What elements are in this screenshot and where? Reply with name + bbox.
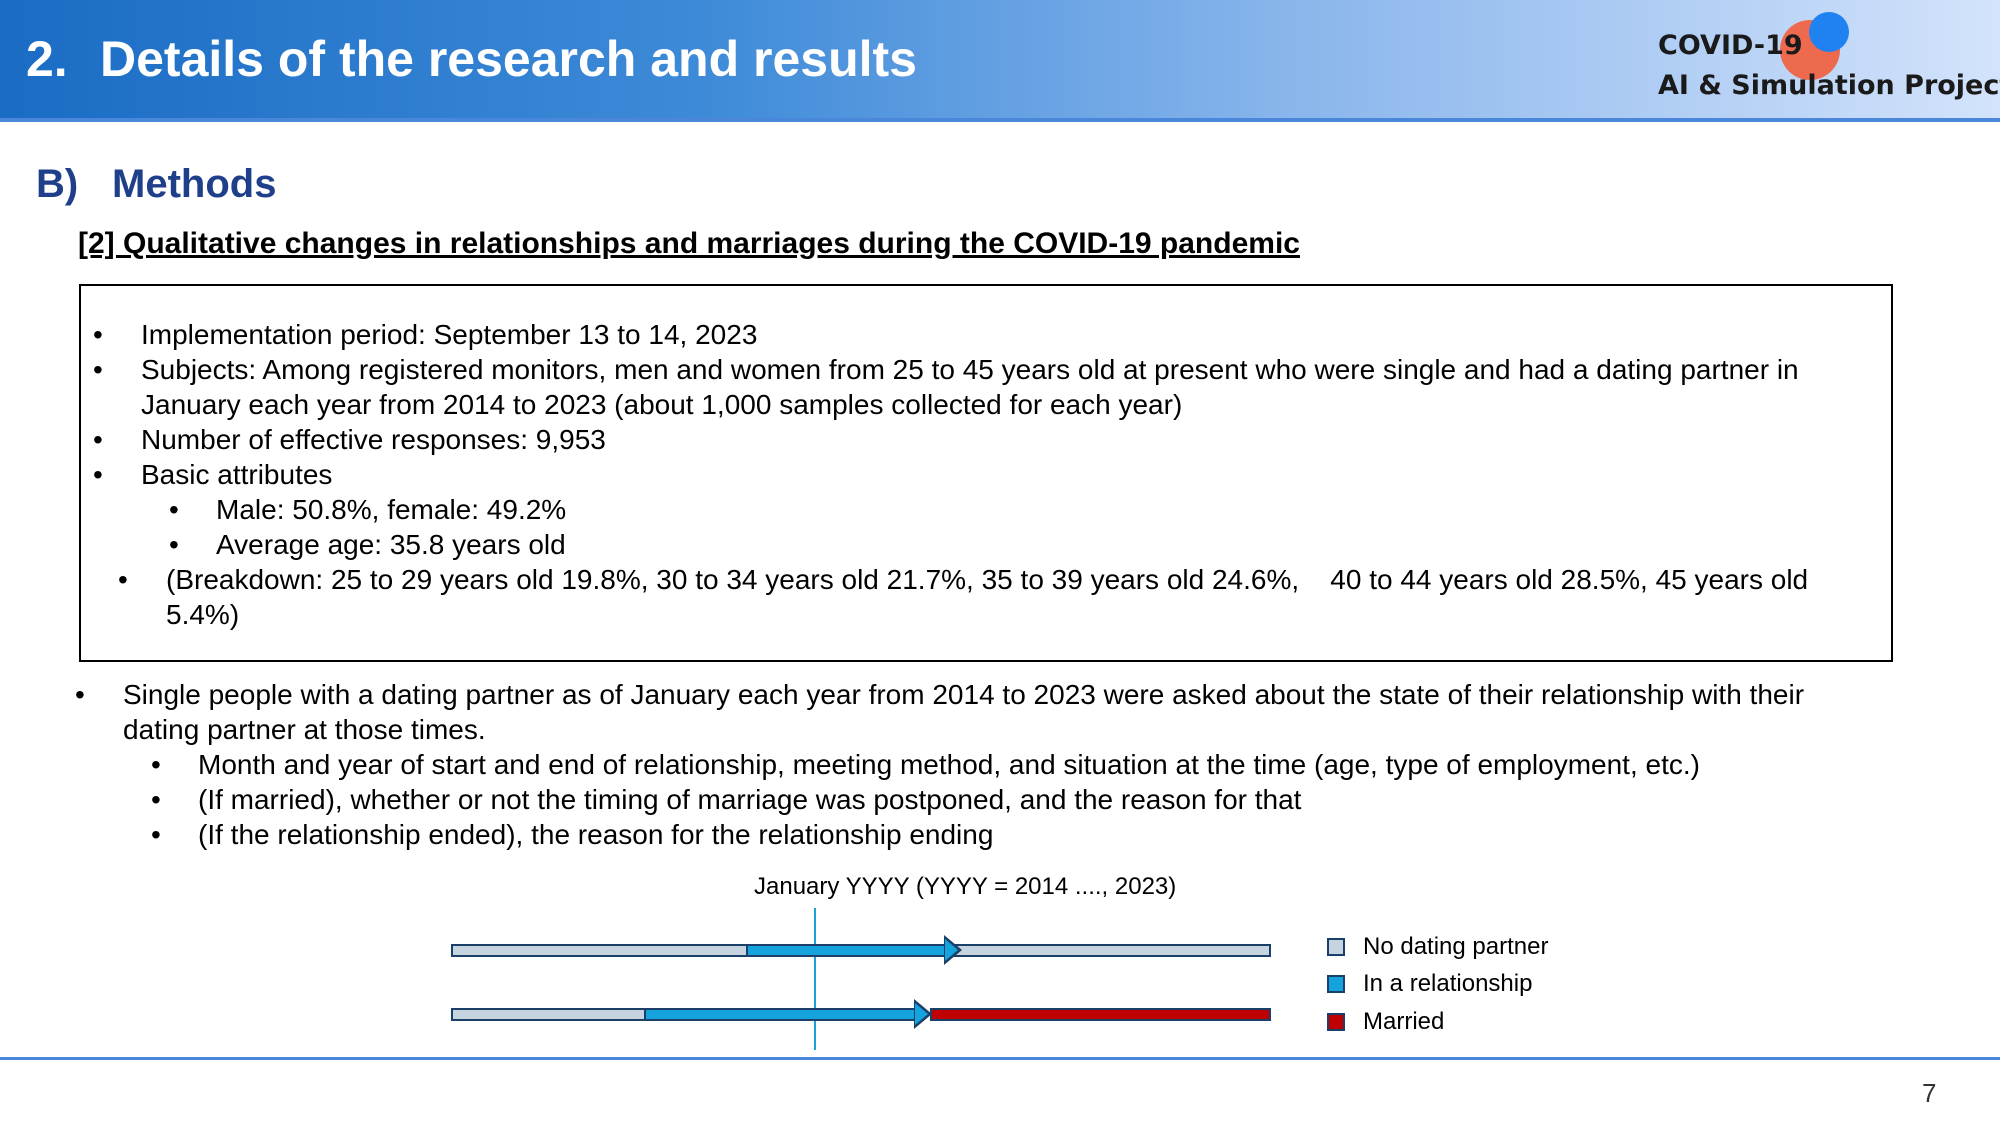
january-label: January YYYY (YYYY = 2014 ...., 2023) <box>754 873 1177 900</box>
legend-swatch-relationship <box>1327 975 1345 993</box>
bullet-dot: • <box>151 749 161 780</box>
legend-label-no-partner: No dating partner <box>1363 933 1549 960</box>
logo-line-2: AI & Simulation Project <box>1658 70 2000 101</box>
bullet-dot: • <box>93 354 103 385</box>
slide-title-text: Details of the research and results <box>100 31 917 87</box>
timeline-row-2-arrowhead-fill <box>915 1003 928 1025</box>
subtitle: [2] Qualitative changes in relationships… <box>78 227 1300 260</box>
legend-swatch-no-partner <box>1327 938 1345 956</box>
section-title: Methods <box>112 162 277 206</box>
bullet-dot: • <box>93 424 103 455</box>
box-line-5: Basic attributes <box>141 459 333 490</box>
box-line-6: Male: 50.8%, female: 49.2% <box>216 494 567 525</box>
bullet-dot: • <box>169 529 179 560</box>
box-line-1: Implementation period: September 13 to 1… <box>141 319 758 350</box>
slide-number: 2. <box>26 31 68 87</box>
body-line-4: (If married), whether or not the timing … <box>198 784 1302 815</box>
box-line-9: 5.4%) <box>166 599 240 630</box>
bullet-dot: • <box>169 494 179 525</box>
slide-title: 2. Details of the research and results <box>26 30 917 88</box>
bullet-dot: • <box>93 459 103 490</box>
box-line-2: Subjects: Among registered monitors, men… <box>141 354 1799 385</box>
timeline-row-2-married <box>930 1008 1271 1021</box>
section-heading: B) Methods <box>36 162 276 207</box>
legend-label-relationship: In a relationship <box>1363 970 1533 997</box>
bullet-dot: • <box>151 819 161 850</box>
legend-label-married: Married <box>1363 1008 1445 1035</box>
survey-details-box <box>79 284 1893 662</box>
bullet-dot: • <box>93 319 103 350</box>
body-line-2: dating partner at those times. <box>123 714 486 745</box>
bullet-dot: • <box>118 564 128 595</box>
timeline-row-2-no-partner <box>451 1008 646 1021</box>
timeline-row-1-relationship <box>746 944 948 957</box>
bullet-dot: • <box>75 679 85 710</box>
timeline-row-1-arrowhead-fill <box>945 939 958 961</box>
legend-swatch-married <box>1327 1013 1345 1031</box>
header-banner: 2. Details of the research and results CO… <box>0 0 2000 118</box>
body-line-1: Single people with a dating partner as o… <box>123 679 1805 710</box>
box-line-3: January each year from 2014 to 2023 (abo… <box>141 389 1183 420</box>
footer-divider <box>0 1057 2000 1060</box>
box-line-8: (Breakdown: 25 to 29 years old 19.8%, 30… <box>166 564 1809 595</box>
logo-line-1: COVID-19 <box>1658 30 1803 61</box>
logo-blue-circle <box>1809 12 1849 52</box>
box-line-4: Number of effective responses: 9,953 <box>141 424 606 455</box>
bullet-dot: • <box>151 784 161 815</box>
january-marker-line <box>814 908 816 1050</box>
section-letter: B) <box>36 162 79 206</box>
body-line-5: (If the relationship ended), the reason … <box>198 819 994 850</box>
project-logo: COVID-19 AI & Simulation Project <box>1658 26 2000 106</box>
body-line-3: Month and year of start and end of relat… <box>198 749 1700 780</box>
box-line-7: Average age: 35.8 years old <box>216 529 566 560</box>
timeline-row-2-relationship <box>644 1008 918 1021</box>
header-divider <box>0 118 2000 122</box>
page-number: 7 <box>1922 1078 1937 1108</box>
